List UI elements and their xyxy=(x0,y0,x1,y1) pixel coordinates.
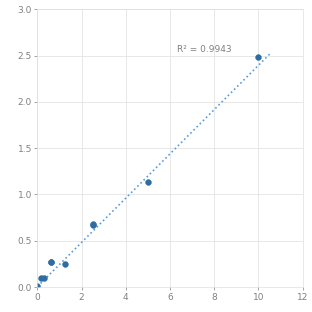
Point xyxy=(42,275,47,280)
Point xyxy=(49,260,54,265)
Point xyxy=(90,222,95,227)
Point xyxy=(35,284,40,289)
Text: R² = 0.9943: R² = 0.9943 xyxy=(177,45,231,54)
Point xyxy=(49,260,54,265)
Point xyxy=(256,54,261,59)
Point xyxy=(90,222,95,227)
Point xyxy=(38,275,43,280)
Point xyxy=(63,261,68,266)
Point xyxy=(145,180,150,185)
